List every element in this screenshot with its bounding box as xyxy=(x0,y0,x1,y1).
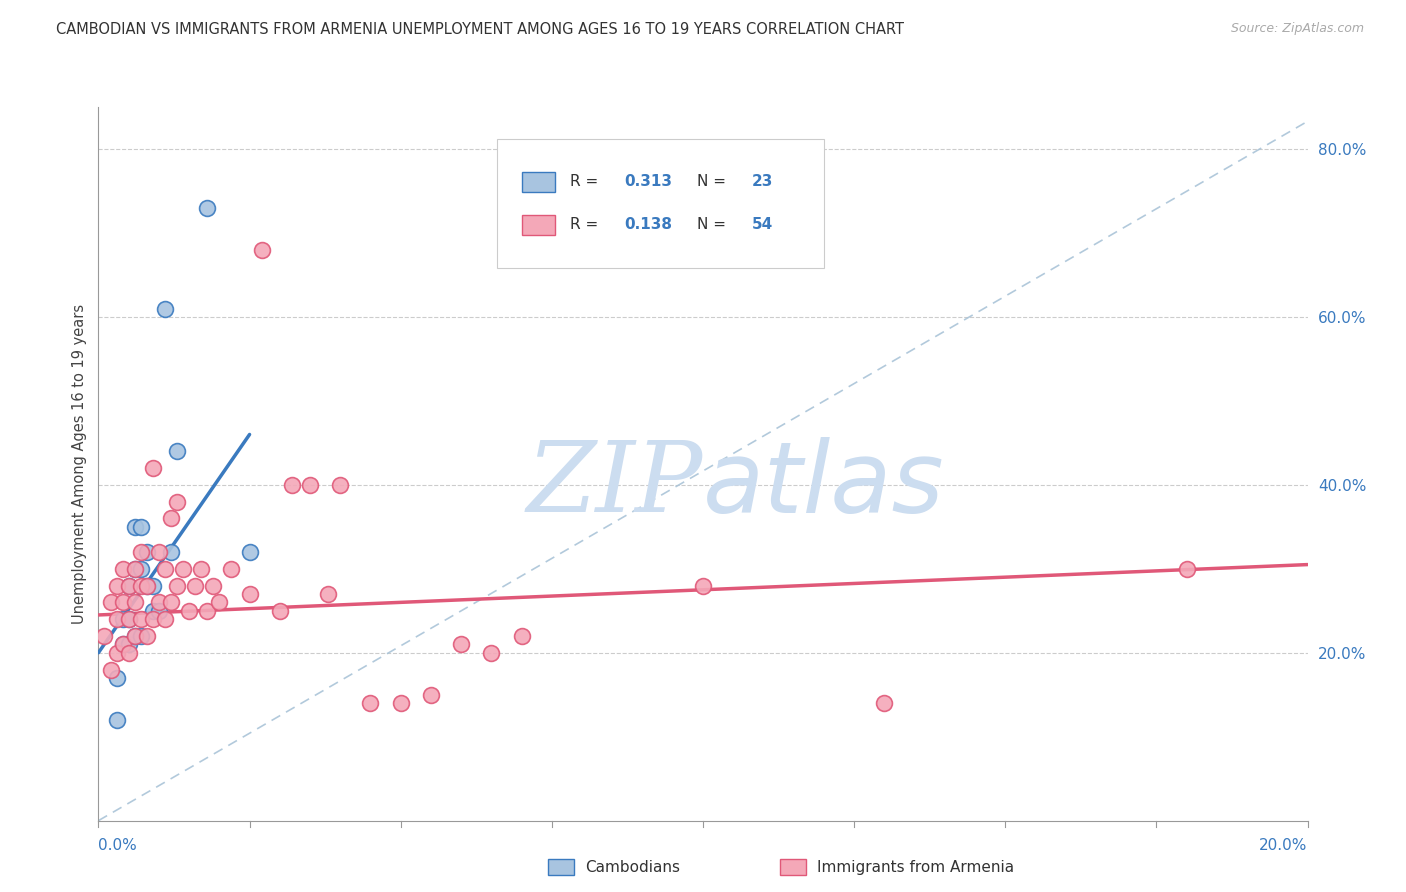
Text: Cambodians: Cambodians xyxy=(585,860,681,874)
Point xyxy=(166,444,188,458)
Point xyxy=(111,562,134,576)
Point xyxy=(124,562,146,576)
Point xyxy=(299,478,322,492)
Point xyxy=(118,646,141,660)
Point xyxy=(118,578,141,592)
Point xyxy=(118,578,141,592)
Point xyxy=(124,520,146,534)
Point xyxy=(160,511,183,525)
Point xyxy=(160,545,183,559)
Point xyxy=(166,578,188,592)
Point xyxy=(124,629,146,643)
Text: 0.313: 0.313 xyxy=(624,175,672,189)
Point xyxy=(129,612,152,626)
Point xyxy=(360,696,382,710)
Point xyxy=(105,646,128,660)
Point xyxy=(142,578,165,592)
Point xyxy=(118,612,141,626)
Point xyxy=(124,595,146,609)
Point xyxy=(190,562,212,576)
Point xyxy=(135,629,157,643)
Point xyxy=(153,562,176,576)
Point xyxy=(239,587,262,601)
Point xyxy=(100,595,122,609)
Text: R =: R = xyxy=(569,175,603,189)
Point xyxy=(105,578,128,592)
Text: N =: N = xyxy=(697,218,731,232)
Point xyxy=(316,587,339,601)
Point xyxy=(160,595,183,609)
Point xyxy=(118,637,141,651)
Text: ZIP: ZIP xyxy=(527,438,703,533)
Text: 23: 23 xyxy=(751,175,773,189)
Point xyxy=(281,478,304,492)
Point xyxy=(202,578,225,592)
Point xyxy=(142,612,165,626)
Point xyxy=(105,671,128,685)
Point xyxy=(100,663,122,677)
Point xyxy=(195,604,218,618)
Point xyxy=(153,612,176,626)
Point xyxy=(105,612,128,626)
Point xyxy=(111,637,134,651)
Point xyxy=(129,562,152,576)
Text: N =: N = xyxy=(697,175,731,189)
Point xyxy=(93,629,115,643)
Point xyxy=(124,562,146,576)
Point xyxy=(179,604,201,618)
Point xyxy=(481,646,503,660)
Text: 20.0%: 20.0% xyxy=(1260,838,1308,854)
Text: 0.138: 0.138 xyxy=(624,218,672,232)
Point xyxy=(111,612,134,626)
Point xyxy=(111,595,134,609)
Point xyxy=(329,478,352,492)
Y-axis label: Unemployment Among Ages 16 to 19 years: Unemployment Among Ages 16 to 19 years xyxy=(72,304,87,624)
Text: 0.0%: 0.0% xyxy=(98,838,138,854)
Point xyxy=(148,595,170,609)
Text: atlas: atlas xyxy=(703,437,945,533)
Text: Immigrants from Armenia: Immigrants from Armenia xyxy=(817,860,1014,874)
Point xyxy=(124,629,146,643)
Point xyxy=(105,713,128,727)
Point xyxy=(221,562,243,576)
Point xyxy=(129,578,152,592)
Point xyxy=(450,637,472,651)
Text: Source: ZipAtlas.com: Source: ZipAtlas.com xyxy=(1230,22,1364,36)
Text: CAMBODIAN VS IMMIGRANTS FROM ARMENIA UNEMPLOYMENT AMONG AGES 16 TO 19 YEARS CORR: CAMBODIAN VS IMMIGRANTS FROM ARMENIA UNE… xyxy=(56,22,904,37)
FancyBboxPatch shape xyxy=(522,172,555,192)
Point xyxy=(129,629,152,643)
Point xyxy=(389,696,412,710)
Point xyxy=(873,696,896,710)
Point xyxy=(420,688,443,702)
Point xyxy=(111,637,134,651)
Point xyxy=(1175,562,1198,576)
Point xyxy=(135,578,157,592)
Point xyxy=(142,604,165,618)
Point xyxy=(142,461,165,475)
Point xyxy=(692,578,714,592)
Point xyxy=(118,612,141,626)
Point xyxy=(269,604,291,618)
Point xyxy=(250,243,273,257)
Point xyxy=(129,545,152,559)
Point xyxy=(148,604,170,618)
Text: R =: R = xyxy=(569,218,603,232)
Point xyxy=(510,629,533,643)
Point xyxy=(239,545,262,559)
Point xyxy=(135,578,157,592)
Point xyxy=(135,545,157,559)
FancyBboxPatch shape xyxy=(498,139,824,268)
FancyBboxPatch shape xyxy=(522,215,555,235)
Point xyxy=(184,578,207,592)
Point xyxy=(148,545,170,559)
Point xyxy=(208,595,231,609)
Point xyxy=(195,201,218,215)
Point xyxy=(166,494,188,508)
Point xyxy=(153,301,176,316)
Text: 54: 54 xyxy=(751,218,773,232)
Point xyxy=(172,562,194,576)
Point xyxy=(129,520,152,534)
